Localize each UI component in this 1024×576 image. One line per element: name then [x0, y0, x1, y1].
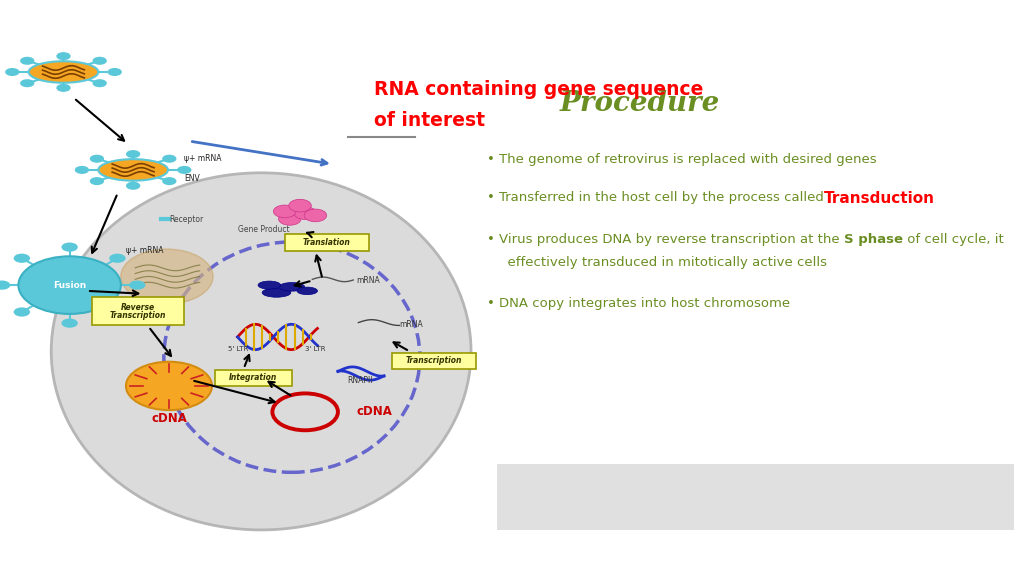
- Ellipse shape: [29, 61, 98, 83]
- Ellipse shape: [262, 288, 291, 297]
- Circle shape: [126, 182, 140, 190]
- Text: cDNA: cDNA: [356, 405, 392, 418]
- Text: 3' LTR: 3' LTR: [305, 346, 326, 353]
- Circle shape: [126, 362, 212, 410]
- Text: Receptor: Receptor: [169, 215, 203, 223]
- Circle shape: [108, 68, 122, 76]
- Text: Procedure: Procedure: [560, 90, 720, 117]
- Bar: [92, 297, 184, 325]
- Text: •: •: [486, 153, 495, 166]
- Circle shape: [126, 150, 140, 158]
- Ellipse shape: [279, 283, 305, 291]
- Text: Integration: Integration: [229, 373, 278, 382]
- Circle shape: [61, 242, 78, 252]
- Bar: [285, 234, 369, 251]
- Circle shape: [162, 177, 176, 185]
- Circle shape: [304, 209, 327, 222]
- Circle shape: [56, 52, 71, 60]
- Ellipse shape: [51, 173, 471, 530]
- Circle shape: [92, 57, 106, 65]
- Text: effectively transduced in mitotically active cells: effectively transduced in mitotically ac…: [499, 256, 826, 270]
- Text: mRNA: mRNA: [399, 320, 423, 329]
- Ellipse shape: [258, 281, 281, 289]
- Text: RNAPII: RNAPII: [348, 376, 373, 385]
- Text: Transferred in the host cell by the process called: Transferred in the host cell by the proc…: [499, 191, 823, 204]
- Text: Gene Product: Gene Product: [239, 225, 290, 233]
- Text: •: •: [486, 233, 495, 247]
- Circle shape: [273, 205, 296, 218]
- Circle shape: [294, 207, 316, 219]
- Circle shape: [129, 281, 145, 290]
- Text: mRNA: mRNA: [356, 276, 380, 285]
- Text: Virus produces DNA by reverse transcription at the: Virus produces DNA by reverse transcript…: [499, 233, 844, 247]
- Circle shape: [13, 253, 30, 263]
- Circle shape: [90, 155, 104, 163]
- Text: DNA copy integrates into host chromosome: DNA copy integrates into host chromosome: [499, 297, 790, 310]
- Text: Fusion: Fusion: [53, 281, 86, 290]
- Text: S phase: S phase: [844, 233, 902, 247]
- Circle shape: [110, 253, 126, 263]
- Text: of cell cycle, it: of cell cycle, it: [902, 233, 1004, 247]
- Circle shape: [162, 155, 176, 163]
- Text: ENV: ENV: [184, 175, 200, 183]
- Ellipse shape: [98, 159, 168, 181]
- Text: •: •: [486, 191, 495, 204]
- Circle shape: [20, 57, 35, 65]
- Ellipse shape: [121, 249, 213, 304]
- Text: RNA containing gene sequence: RNA containing gene sequence: [374, 80, 703, 98]
- Text: ψ+ mRNA: ψ+ mRNA: [184, 154, 222, 163]
- Circle shape: [61, 319, 78, 328]
- Circle shape: [0, 281, 10, 290]
- Text: cDNA: cDNA: [151, 412, 187, 425]
- Ellipse shape: [297, 287, 317, 295]
- Text: Reverse: Reverse: [121, 302, 156, 312]
- Text: Translation: Translation: [303, 238, 350, 247]
- Text: Transduction: Transduction: [823, 191, 935, 206]
- Circle shape: [110, 308, 126, 317]
- Circle shape: [56, 84, 71, 92]
- Text: ψ+ mRNA: ψ+ mRNA: [126, 247, 164, 255]
- Circle shape: [13, 308, 30, 317]
- Bar: [392, 353, 476, 369]
- Circle shape: [177, 166, 191, 174]
- Circle shape: [5, 68, 19, 76]
- Circle shape: [289, 199, 311, 212]
- Circle shape: [279, 213, 301, 225]
- Bar: [215, 370, 292, 386]
- Text: •: •: [486, 297, 495, 310]
- Text: Transcription: Transcription: [110, 311, 167, 320]
- Circle shape: [92, 79, 106, 87]
- Circle shape: [18, 256, 121, 314]
- Text: 5' LTR: 5' LTR: [228, 346, 249, 353]
- Circle shape: [75, 166, 89, 174]
- Circle shape: [90, 177, 104, 185]
- Text: The genome of retrovirus is replaced with desired genes: The genome of retrovirus is replaced wit…: [499, 153, 877, 166]
- Text: of interest: of interest: [374, 112, 484, 130]
- Bar: [497, 464, 1014, 530]
- Circle shape: [20, 79, 35, 87]
- Text: Transcription: Transcription: [406, 356, 463, 365]
